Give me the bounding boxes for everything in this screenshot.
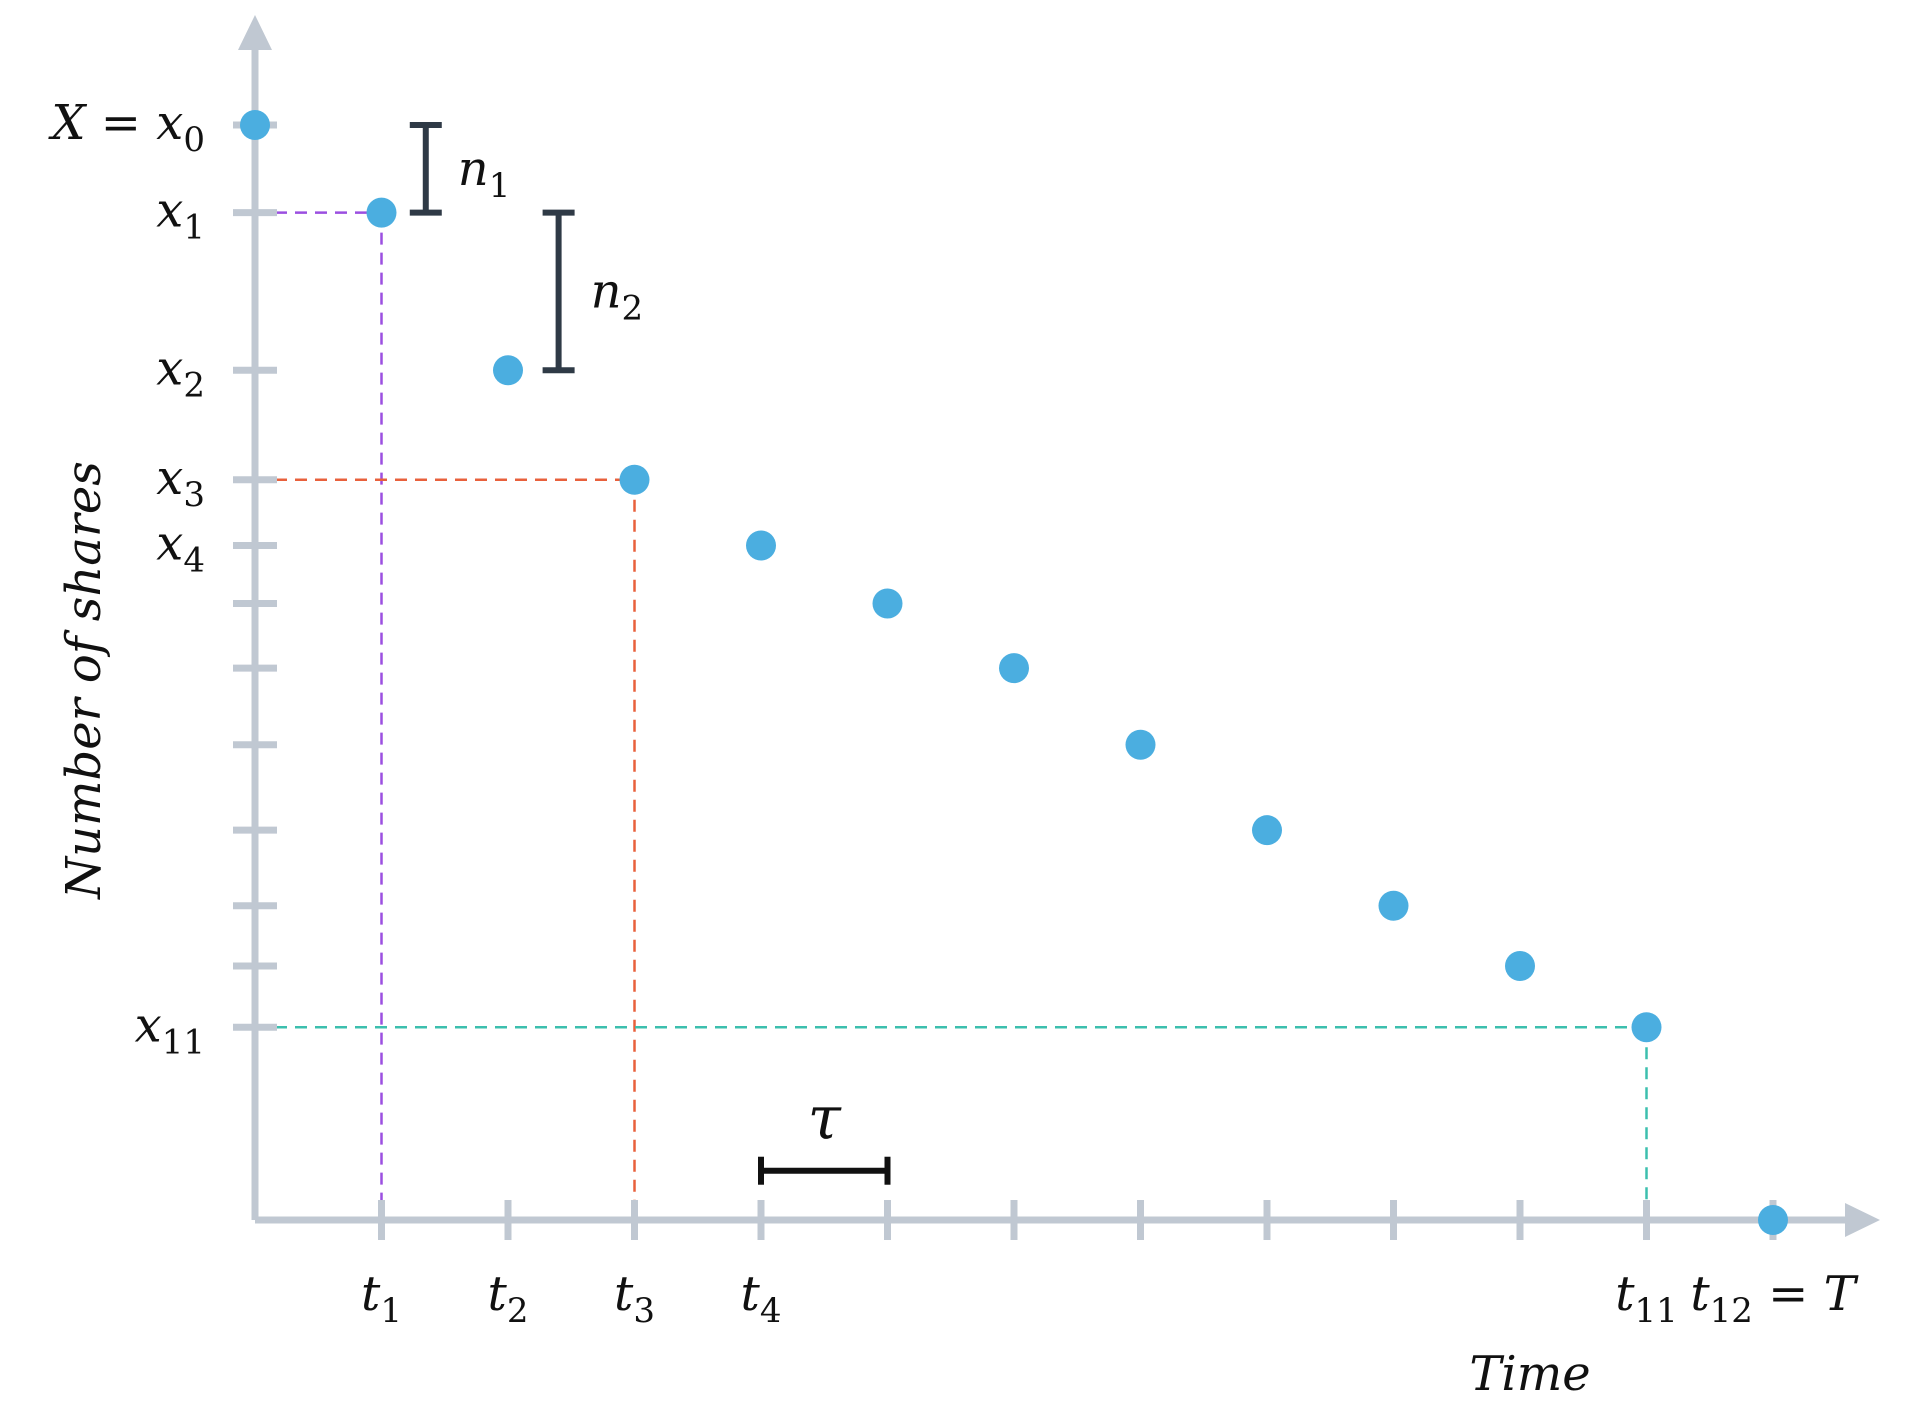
y-tick-label-5: x11: [135, 997, 205, 1062]
guide-lines: [255, 211, 1648, 1220]
y-tick-label-4: x4: [156, 515, 205, 580]
data-points: [240, 110, 1788, 1235]
x-tick-label-0: t1: [361, 1266, 402, 1331]
data-point-9: [1378, 890, 1409, 921]
x-axis-label: Time: [1469, 1346, 1590, 1402]
data-point-6: [999, 653, 1029, 684]
tau-label: τ: [808, 1084, 842, 1154]
data-point-1: [366, 197, 397, 228]
data-point-2: [493, 355, 523, 386]
x-axis-arrow: [1845, 1203, 1880, 1237]
bracket-1-label: n2: [591, 263, 644, 328]
x-tick-label-2: t3: [614, 1266, 655, 1331]
data-point-11: [1631, 1012, 1662, 1043]
x-tick-label-5: t12 = T: [1690, 1266, 1858, 1331]
annotations: n1 n2 τ: [409, 122, 891, 1185]
y-tick-label-2: x2: [156, 340, 205, 405]
data-point-10: [1505, 950, 1535, 981]
x-tick-label-4: t11: [1615, 1266, 1678, 1331]
data-point-5: [872, 588, 903, 619]
y-tick-label-0: X = x0: [47, 95, 205, 160]
y-tick-label-1: x1: [156, 183, 205, 248]
data-point-3: [619, 464, 650, 495]
bracket-0-label: n1: [458, 141, 511, 206]
ticks: [233, 121, 1777, 1240]
data-point-8: [1252, 815, 1282, 846]
axes: [238, 15, 1880, 1237]
data-point-4: [746, 530, 776, 561]
data-point-7: [1125, 729, 1156, 760]
y-tick-label-3: x3: [156, 450, 205, 515]
y-axis-arrow: [238, 15, 272, 50]
data-point-12: [1758, 1205, 1788, 1235]
x-tick-label-3: t4: [741, 1266, 782, 1331]
y-axis-label: Number of shares: [56, 461, 112, 900]
data-point-0: [240, 110, 270, 140]
x-tick-label-1: t2: [488, 1266, 529, 1331]
